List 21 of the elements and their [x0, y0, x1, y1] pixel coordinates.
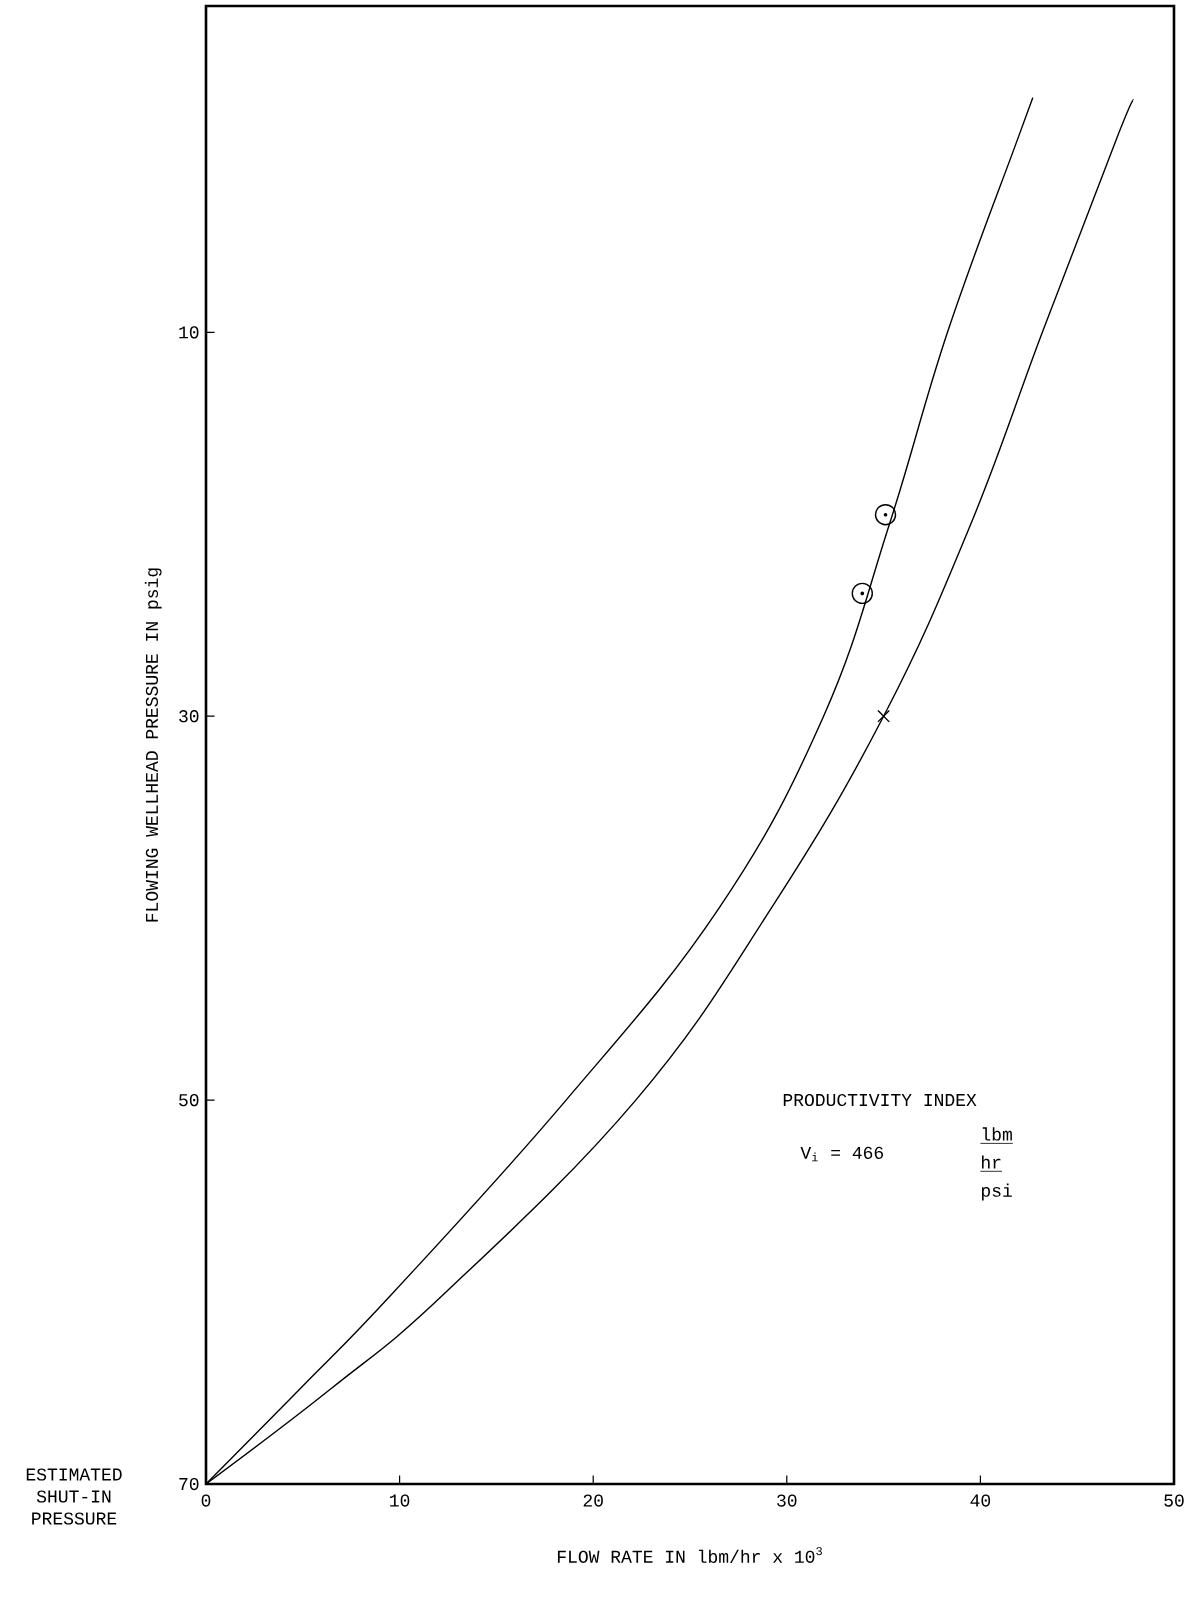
annotation: V$_{i}$ = 466	[800, 1146, 884, 1162]
x-tick-label: 50	[1164, 1494, 1184, 1507]
text: ESTIMATED SHUT-IN PRESSURE	[26, 1468, 122, 1525]
point	[874, 503, 897, 526]
x-tick-label: 20	[583, 1494, 603, 1507]
point	[877, 709, 890, 723]
x-axis-title: FLOW RATE IN lbm/hr x 10$^{3}$	[557, 1547, 822, 1563]
x-tick-label: 40	[970, 1494, 991, 1507]
annotation: PRODUCTIVITY INDEX	[783, 1093, 977, 1107]
y-axis-title: FLOWING WELLHEAD PRESSURE IN psig	[144, 568, 162, 922]
y-tick-label: 70	[179, 1477, 199, 1491]
y-tick-label: 30	[179, 710, 199, 723]
point	[851, 582, 873, 605]
annotation: hr	[982, 1155, 1001, 1169]
y-tick-label: 10	[179, 326, 199, 339]
y-tick-label: 50	[179, 1094, 199, 1107]
x-tick-label: 0	[201, 1494, 211, 1507]
x-tick-label: 30	[777, 1494, 797, 1507]
annotation: lbm	[982, 1127, 1012, 1141]
annotation: psi	[981, 1183, 1012, 1201]
x-tick-label: 10	[390, 1494, 410, 1507]
